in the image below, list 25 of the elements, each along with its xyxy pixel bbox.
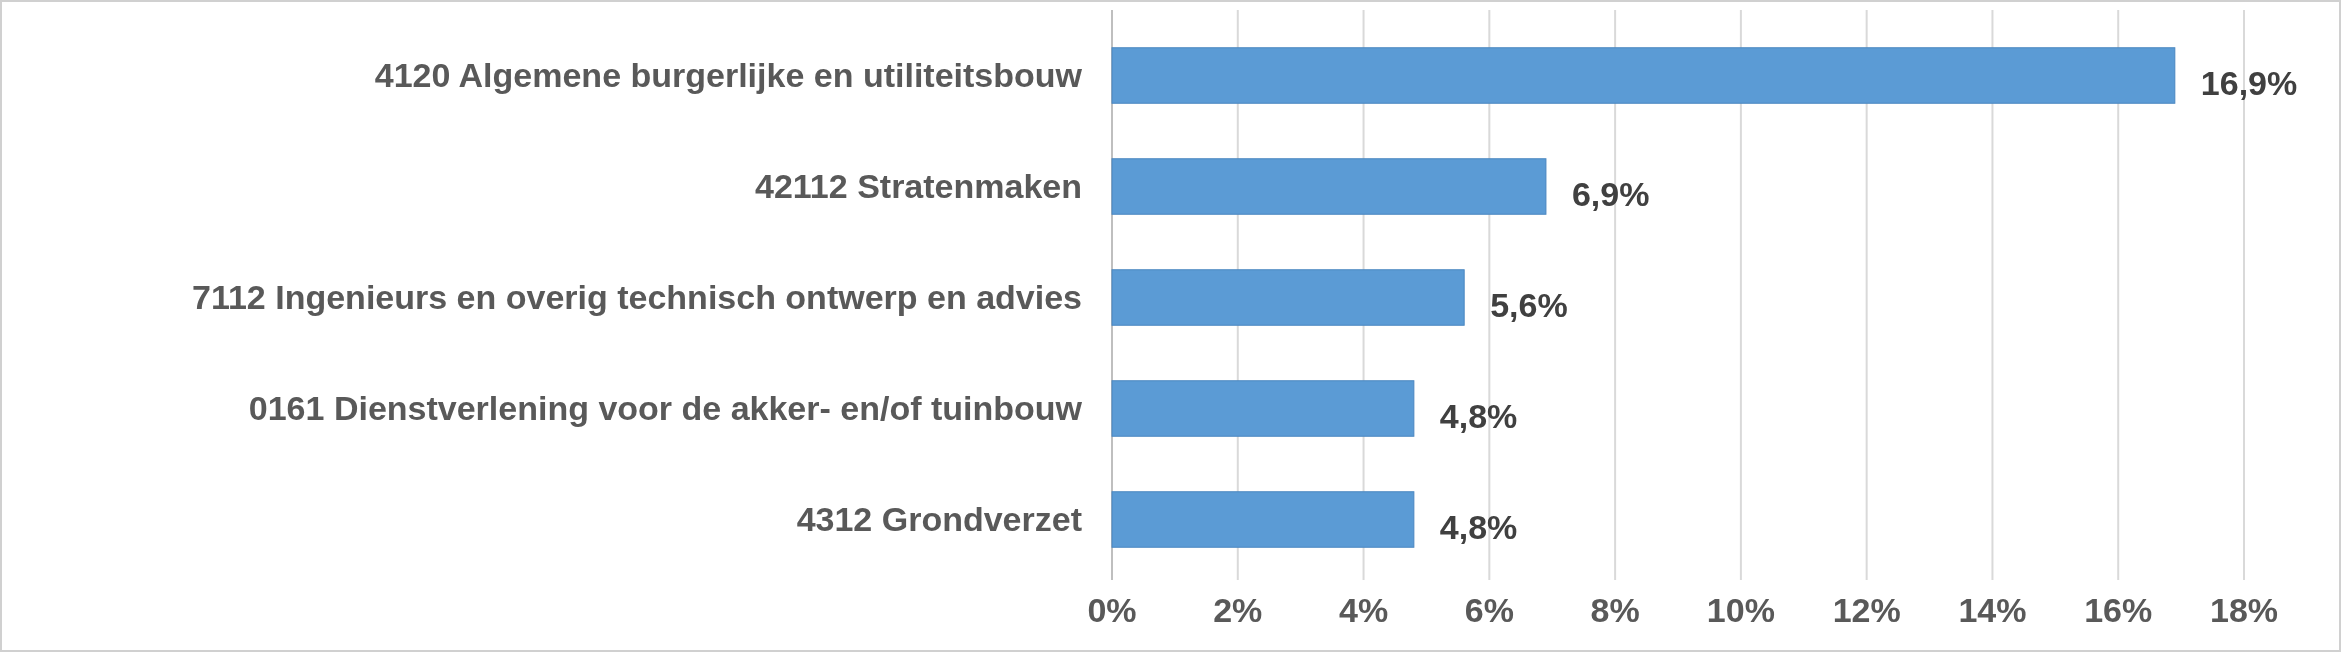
x-tick-label: 0% (1087, 591, 1137, 629)
bar (1111, 491, 1415, 548)
x-tick-label: 2% (1213, 591, 1263, 629)
y-tick-label: 42112 Stratenmaken (755, 167, 1082, 206)
x-tick-label: 4% (1338, 591, 1389, 629)
x-tick-label: 16% (2084, 591, 2153, 629)
x-tick-label: 6% (1464, 591, 1514, 629)
y-tick-label: 4120 Algemene burgerlijke en utiliteitsbouw (374, 56, 1083, 95)
bar (1111, 380, 1415, 437)
y-tick-label: 4312 Grondverzet (796, 500, 1082, 539)
bar (1111, 47, 2176, 104)
x-tick-label: 8% (1590, 591, 1640, 629)
x-tick-label: 12% (1832, 591, 1901, 629)
x-tick-label: 14% (1958, 591, 2027, 629)
x-tick-label: 10% (1706, 591, 1775, 629)
data-label: 5,6% (1490, 286, 1568, 325)
data-label: 4,8% (1439, 397, 1518, 436)
y-tick-label: 0161 Dienstverlening voor de akker- en/of tuinbouw (248, 389, 1083, 428)
bar (1111, 158, 1547, 215)
y-tick-label: 7112 Ingenieurs en overig technisch ontwerp en advies (192, 278, 1082, 317)
data-label: 4,8% (1439, 508, 1518, 547)
data-label: 6,9% (1571, 175, 1650, 214)
bar (1111, 269, 1465, 326)
x-tick-label: 18% (2209, 591, 2279, 629)
data-label: 16,9% (2200, 64, 2298, 103)
